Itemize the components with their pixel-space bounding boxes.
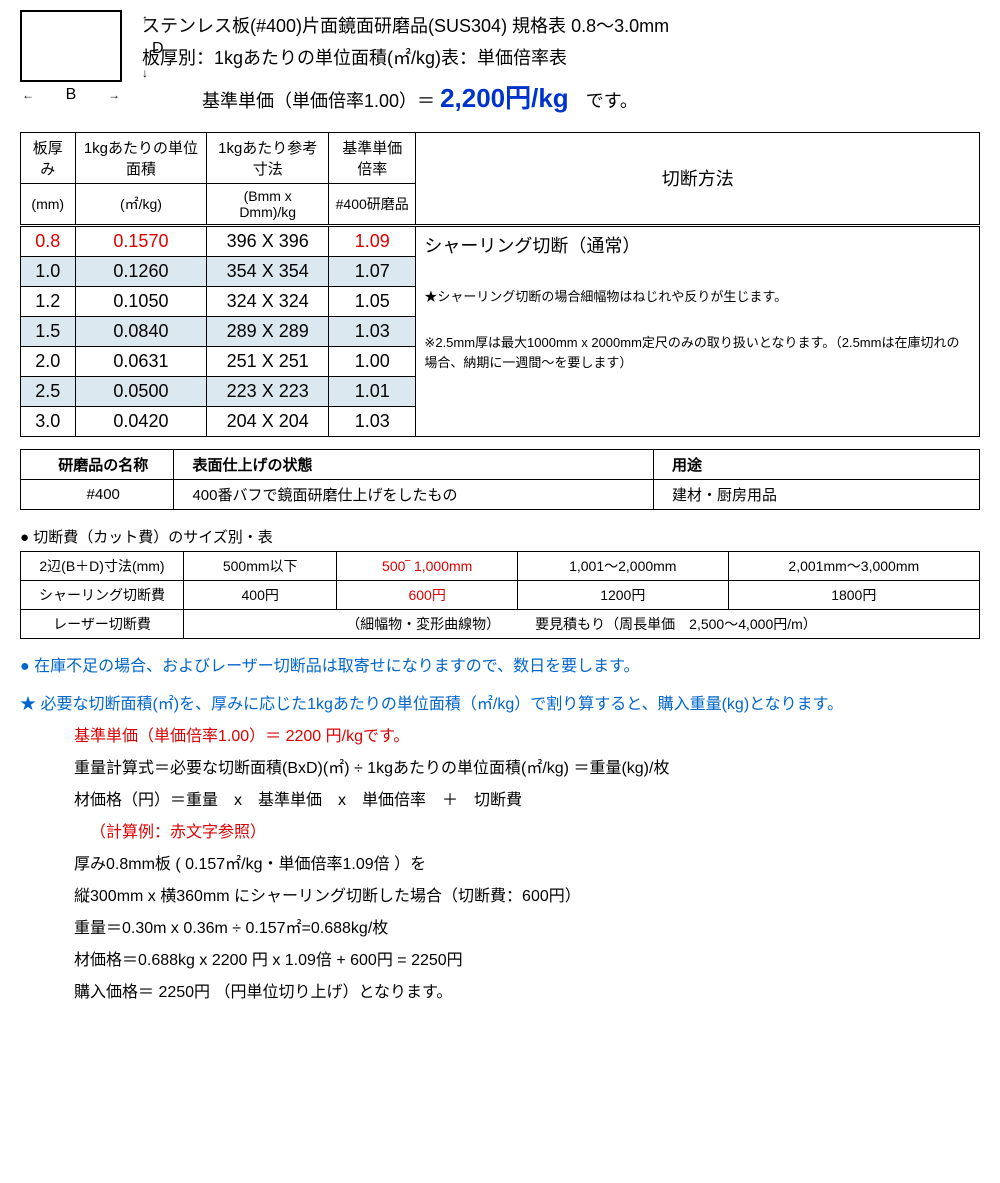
table-cell: 204 X 204	[207, 406, 329, 436]
note-1: ● 在庫不足の場合、およびレーザー切断品は取寄せになりますので、数日を要します。	[20, 651, 980, 683]
finish-c3: 建材・厨房用品	[653, 479, 979, 509]
table-cell: 0.1570	[75, 225, 207, 256]
base-price-suffix: です。	[586, 91, 638, 111]
table-cell: 251 X 251	[207, 346, 329, 376]
unit-thickness: (mm)	[21, 183, 76, 225]
table-cell: 0.8	[21, 225, 76, 256]
note-9: 重量＝0.30m x 0.36m ÷ 0.157㎡=0.688kg/枚	[74, 913, 980, 945]
table-cell: 0.1050	[75, 286, 207, 316]
cut-cell: 1200円	[517, 580, 728, 609]
d-arrow: ↑↓ D	[142, 12, 148, 80]
base-price-prefix: 基準単価（単価倍率1.00）＝	[202, 91, 435, 111]
cut-cell: 500mm以下	[184, 551, 337, 580]
table-cell: 223 X 223	[207, 376, 329, 406]
table-cell: 1.03	[329, 316, 416, 346]
cut-cell: シャーリング切断費	[21, 580, 184, 609]
table-cell: 1.05	[329, 286, 416, 316]
table-cell: 2.5	[21, 376, 76, 406]
table-cell: 1.07	[329, 256, 416, 286]
b-arrow: ←B→	[22, 86, 120, 104]
table-cell: 0.0420	[75, 406, 207, 436]
col-method: 切断方法	[416, 132, 980, 225]
table-cell: 0.0840	[75, 316, 207, 346]
col-dims: 1kgあたり参考寸法	[207, 132, 329, 183]
note-7: 厚み0.8mm板 ( 0.157㎡/kg・単価倍率1.09倍 ）を	[74, 849, 980, 881]
finish-table: 研磨品の名称 表面仕上げの状態 用途 #400 400番バフで鏡面研磨仕上げをし…	[20, 449, 980, 510]
cut-cell: 400円	[184, 580, 337, 609]
note-3: 基準単価（単価倍率1.00）＝ 2200 円/kgです。	[74, 721, 980, 753]
cut-method-cell: シャーリング切断（通常）★シャーリング切断の場合細幅物はねじれや反りが生じます。…	[416, 225, 980, 436]
table-cell: 1.2	[21, 286, 76, 316]
table-cell: 0.0631	[75, 346, 207, 376]
finish-h1: 研磨品の名称	[21, 449, 174, 479]
d-label: D	[152, 40, 164, 58]
finish-c2: 400番バフで鏡面研磨仕上げをしたもの	[174, 479, 654, 509]
table-cell: 2.0	[21, 346, 76, 376]
dimension-diagram: ↑↓ D ←B→	[20, 10, 122, 104]
finish-h2: 表面仕上げの状態	[174, 449, 654, 479]
note-10: 材価格＝0.688kg x 2200 円 x 1.09倍 + 600円 = 22…	[74, 945, 980, 977]
table-cell: 1.09	[329, 225, 416, 256]
title-line2: 板厚別：1kgあたりの単位面積(㎡/kg)表：単価倍率表	[142, 42, 980, 74]
note-5: 材価格（円）＝重量 x 基準単価 x 単価倍率 ＋ 切断費	[74, 785, 980, 817]
diagram-rectangle: ↑↓ D	[20, 10, 122, 82]
cut-section-label: ● 切断費（カット費）のサイズ別・表	[20, 526, 980, 547]
table-cell: 0.1260	[75, 256, 207, 286]
table-cell: 1.03	[329, 406, 416, 436]
table-cell: 289 X 289	[207, 316, 329, 346]
cut-r3-text: （細幅物・変形曲線物） 要見積もり（周長単価 2,500〜4,000円/m）	[184, 609, 980, 638]
table-cell: 396 X 396	[207, 225, 329, 256]
col-rate: 基準単価倍率	[329, 132, 416, 183]
finish-c1: #400	[21, 479, 174, 509]
cut-cell: 2辺(B＋D)寸法(mm)	[21, 551, 184, 580]
table-cell: 1.0	[21, 256, 76, 286]
base-price-value: 2,200円/kg	[440, 83, 569, 113]
note-11: 購入価格＝ 2250円 （円単位切り上げ）となります。	[74, 977, 980, 1009]
unit-area: (㎡/kg)	[75, 183, 207, 225]
note-8: 縦300mm x 横360mm にシャーリング切断した場合（切断費：600円）	[74, 881, 980, 913]
cut-cell: 1800円	[728, 580, 979, 609]
table-cell: 1.01	[329, 376, 416, 406]
note-4: 重量計算式＝必要な切断面積(BxD)(㎡) ÷ 1kgあたりの単位面積(㎡/kg…	[74, 753, 980, 785]
table-cell: 3.0	[21, 406, 76, 436]
cut-cost-table: 2辺(B＋D)寸法(mm)500mm以下500‾ 1,000mm1,001〜2,…	[20, 551, 980, 639]
table-cell: 1.5	[21, 316, 76, 346]
notes-region: ● 在庫不足の場合、およびレーザー切断品は取寄せになりますので、数日を要します。…	[20, 651, 980, 1009]
cut-cell: 2,001mm〜3,000mm	[728, 551, 979, 580]
header-region: ↑↓ D ←B→ ステンレス板(#400)片面鏡面研磨品(SUS304) 規格表…	[20, 10, 980, 122]
col-thickness: 板厚み	[21, 132, 76, 183]
header-text: ステンレス板(#400)片面鏡面研磨品(SUS304) 規格表 0.8〜3.0m…	[142, 10, 980, 122]
cut-r3-label: レーザー切断費	[21, 609, 184, 638]
unit-dims: (Bmm x Dmm)/kg	[207, 183, 329, 225]
main-spec-table: 板厚み 1kgあたりの単位面積 1kgあたり参考寸法 基準単価倍率 切断方法 (…	[20, 132, 980, 437]
note-2: ★ 必要な切断面積(㎡)を、厚みに応じた1kgあたりの単位面積（㎡/kg）で割り…	[20, 689, 980, 721]
finish-h3: 用途	[653, 449, 979, 479]
cut-cell: 1,001〜2,000mm	[517, 551, 728, 580]
table-cell: 324 X 324	[207, 286, 329, 316]
col-area: 1kgあたりの単位面積	[75, 132, 207, 183]
table-cell: 354 X 354	[207, 256, 329, 286]
title-line1: ステンレス板(#400)片面鏡面研磨品(SUS304) 規格表 0.8〜3.0m…	[142, 10, 980, 42]
table-cell: 0.0500	[75, 376, 207, 406]
note-6: （計算例：赤文字参照）	[90, 817, 980, 849]
table-cell: 1.00	[329, 346, 416, 376]
cut-cell: 500‾ 1,000mm	[337, 551, 518, 580]
b-label: B	[66, 86, 77, 104]
unit-rate: #400研磨品	[329, 183, 416, 225]
cut-cell: 600円	[337, 580, 518, 609]
